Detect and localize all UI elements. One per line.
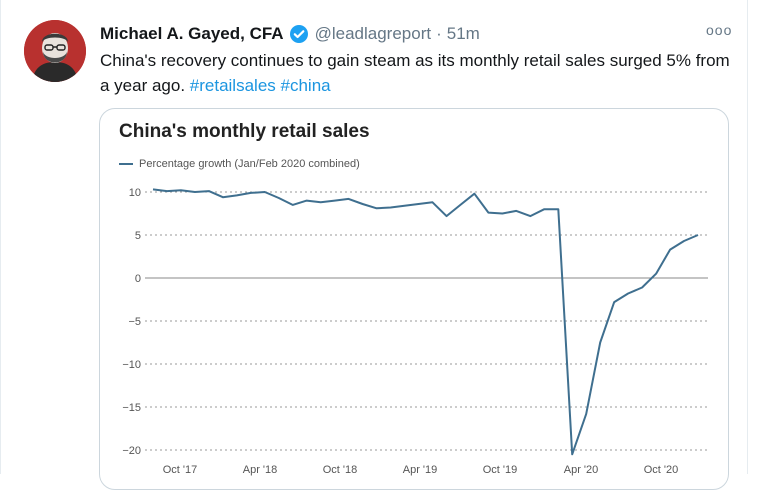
chart-media-card[interactable]: China's monthly retail sales Percentage … [99,108,729,490]
tweet-body: China's recovery continues to gain steam… [100,51,730,95]
y-tick-label: −10 [122,359,141,371]
timeline-border-right [747,0,748,474]
x-tick-label: Oct '18 [323,464,358,476]
author-handle[interactable]: @leadlagreport [314,24,432,43]
x-tick-label: Oct '19 [483,464,518,476]
y-tick-label: 0 [135,273,141,285]
x-tick-label: Oct '20 [644,464,679,476]
y-tick-label: −20 [122,445,141,457]
more-options-icon[interactable]: ooo [706,22,733,38]
avatar-portrait-icon [24,20,86,82]
x-tick-label: Oct '17 [163,464,198,476]
author-name[interactable]: Michael A. Gayed, CFA [100,24,284,43]
tweet-header: Michael A. Gayed, CFA @leadlagreport · 5… [100,22,480,46]
avatar[interactable] [24,20,86,82]
chart-plot: 10 5 0 −5 −10 −15 −20 Oct '17 Apr '18 Oct '18 Apr … [122,187,708,476]
y-tick-label: −15 [122,402,141,414]
x-tick-label: Apr '19 [403,464,438,476]
verified-badge-icon [289,24,309,44]
y-tick-label: 5 [135,230,141,242]
hashtag-link-retailsales[interactable]: #retailsales [189,76,276,95]
y-tick-label: −5 [128,316,141,328]
legend-swatch [119,163,133,165]
hashtag-link-china[interactable]: #china [280,76,331,95]
tweet-timestamp[interactable]: 51m [446,24,480,43]
timeline-border-left [0,0,1,474]
chart-title: China's monthly retail sales [119,121,370,142]
chart-legend: Percentage growth (Jan/Feb 2020 combined… [119,158,360,170]
meta-separator: · [436,24,442,43]
legend-label: Percentage growth (Jan/Feb 2020 combined… [139,158,360,170]
y-tick-label: 10 [129,187,141,199]
tweet-text: China's recovery continues to gain steam… [100,48,730,98]
x-tick-label: Apr '20 [564,464,599,476]
x-tick-label: Apr '18 [243,464,278,476]
series-line [152,188,699,456]
